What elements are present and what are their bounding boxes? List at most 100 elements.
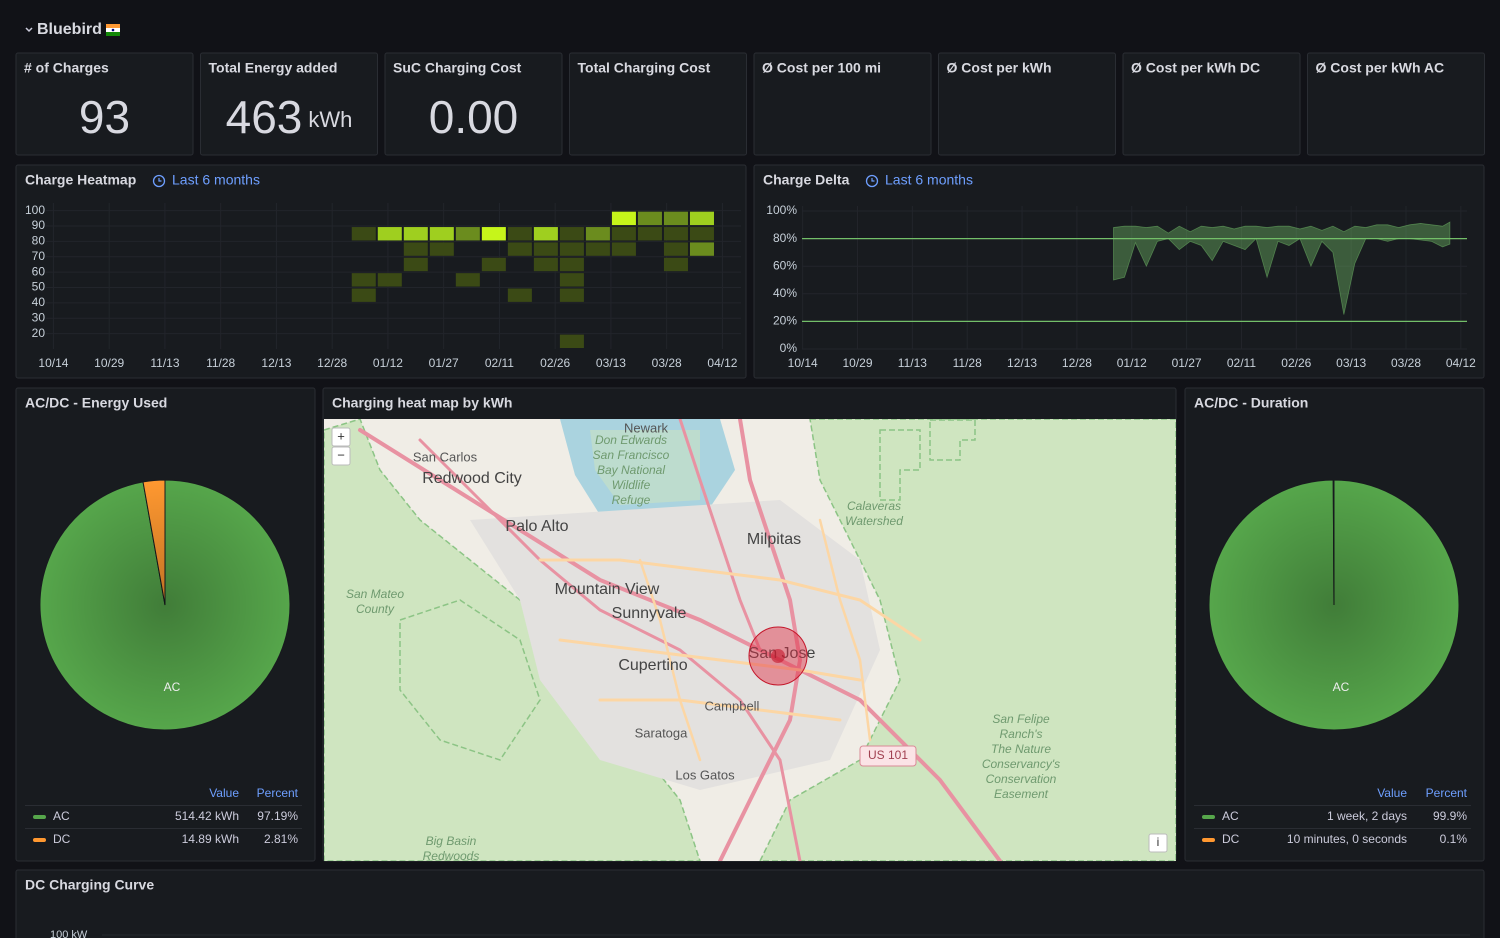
area-label: Watershed [845, 514, 903, 528]
x-tick-label: 11/13 [150, 356, 179, 370]
heatmap-cell [689, 211, 714, 226]
x-tick-label: 10/29 [94, 356, 124, 370]
legend-percent: 2.81% [264, 832, 298, 846]
road-sign [859, 745, 917, 767]
stat-title: # of Charges [24, 60, 109, 76]
heatmap-cell [507, 227, 532, 241]
info-label[interactable]: i [1157, 835, 1160, 849]
zoom-in-button[interactable] [331, 427, 351, 447]
heatmap-cell [559, 227, 584, 241]
legend-swatch [1202, 838, 1215, 842]
heatmap-cell [663, 211, 688, 226]
area-label: Conservancy's [982, 757, 1060, 771]
place-label: Cupertino [618, 657, 687, 674]
heatmap-cell [455, 227, 480, 241]
heatmap-cell [611, 227, 636, 241]
y-tick-label: 80 [32, 234, 46, 248]
stat-title: Total Energy added [209, 60, 338, 76]
stat-number: 0.00 [429, 91, 519, 143]
y-tick-label: 30 [32, 310, 46, 324]
y-tick-label: 20% [773, 314, 797, 328]
legend-swatch [33, 838, 46, 842]
heatmap-cell [429, 242, 454, 256]
x-tick-label: 01/12 [373, 356, 403, 370]
legend-percent: 0.1% [1440, 832, 1468, 846]
place-label: Mountain View [555, 581, 660, 598]
y-tick-label: 70 [32, 249, 46, 263]
place-label: San Carlos [413, 449, 478, 464]
stat-title: Ø Cost per kWh DC [1131, 60, 1260, 76]
y-tick-label: 80% [773, 231, 797, 245]
road-sign-label: US 101 [868, 748, 908, 762]
legend-name: DC [53, 832, 71, 846]
legend-value: 10 minutes, 0 seconds [1287, 832, 1407, 846]
stat-number: 93 [79, 91, 130, 143]
legend-name: AC [53, 809, 70, 823]
x-tick-label: 02/26 [540, 356, 570, 370]
heatmap-cell [429, 227, 454, 241]
stat-title: Total Charging Cost [578, 60, 711, 76]
area-label: The Nature [991, 742, 1051, 756]
zoom-out-label[interactable]: − [337, 447, 345, 462]
info-button[interactable] [1148, 833, 1168, 853]
place-label: Sunnyvale [612, 605, 687, 622]
zoom-in-label[interactable]: + [337, 428, 345, 443]
heatmap-cell [533, 242, 558, 256]
time-range[interactable]: Last 6 months [172, 172, 260, 188]
zoom-out-button[interactable] [331, 446, 351, 466]
legend-value: 14.89 kWh [182, 832, 239, 846]
y-tick-label: 100 kW [50, 929, 88, 938]
heatmap-cell [533, 257, 558, 272]
stat-panel [200, 52, 378, 156]
x-tick-label: 10/14 [38, 356, 68, 370]
area-label: Wildlife [612, 478, 651, 492]
legend-header: Value [1377, 786, 1407, 800]
stat-panel [753, 52, 932, 156]
clock-icon [152, 174, 166, 188]
legend-swatch [1202, 815, 1215, 819]
heatmap-cell [377, 227, 402, 241]
heatmap-cell [455, 273, 480, 287]
flag-icon [106, 24, 120, 36]
legend-value: 514.42 kWh [175, 809, 239, 823]
place-label: Redwood City [422, 470, 522, 487]
panel-title: Charge Heatmap [25, 172, 136, 188]
wetland [590, 430, 700, 505]
x-tick-label: 02/26 [1281, 356, 1311, 370]
heatmap-cell [481, 227, 506, 241]
heatmap-cell [585, 242, 610, 256]
collapse-icon[interactable] [25, 27, 33, 33]
time-range[interactable]: Last 6 months [885, 172, 973, 188]
legend-swatch [33, 815, 46, 819]
y-tick-label: 40 [32, 295, 46, 309]
heatmap-cell [689, 227, 714, 241]
heatmap-cell [559, 273, 584, 287]
area-label: Bay National [597, 463, 665, 477]
heatmap-cell [377, 273, 402, 287]
x-tick-label: 01/27 [1172, 356, 1202, 370]
stat-panel [1122, 52, 1301, 156]
stat-value: 93 [79, 91, 130, 143]
heatmap-cell [559, 334, 584, 348]
stat-panel [938, 52, 1116, 156]
legend-value: 1 week, 2 days [1327, 809, 1407, 823]
y-tick-label: 50 [32, 280, 46, 294]
stat-number: 463 [226, 91, 303, 143]
heatmap-cell [585, 227, 610, 241]
area-label: San Felipe [992, 712, 1050, 726]
panel-title: AC/DC - Duration [1194, 395, 1308, 411]
x-tick-label: 03/28 [1391, 356, 1421, 370]
map[interactable]: Newark San Carlos Redwood City Palo Alto… [324, 419, 1176, 863]
clock-icon [865, 174, 879, 188]
x-tick-label: 03/13 [596, 356, 626, 370]
area-label: County [356, 602, 395, 616]
y-tick-label: 40% [773, 286, 797, 300]
row-title[interactable]: Bluebird [37, 21, 102, 38]
x-tick-label: 11/28 [206, 356, 235, 370]
x-tick-label: 10/14 [788, 356, 818, 370]
x-tick-label: 12/13 [1007, 356, 1037, 370]
legend-name: AC [1222, 809, 1239, 823]
stat-panel [384, 52, 563, 156]
